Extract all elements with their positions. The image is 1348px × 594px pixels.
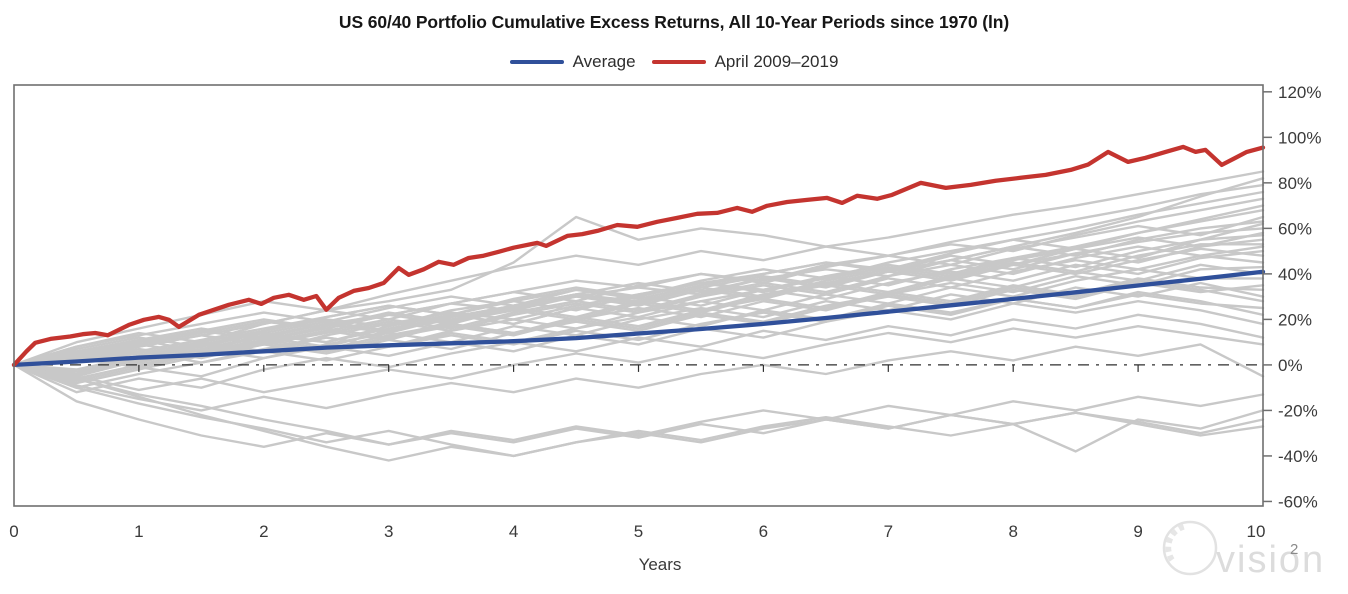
background-period-line [12,363,1265,462]
x-tick-label: 8 [1008,522,1017,541]
background-period-line [12,183,1265,367]
x-tick-label: 6 [759,522,768,541]
y-tick-label: 20% [1278,310,1312,329]
y-tick-label: -60% [1278,492,1318,511]
background-period-line [12,363,1265,453]
y-tick-label: -20% [1278,401,1318,420]
background-period-line [12,227,1265,367]
x-tick-label: 5 [634,522,643,541]
page-title: US 60/40 Portfolio Cumulative Excess Ret… [338,12,1010,32]
plot-border [13,84,1264,507]
x-tick-label: 2 [259,522,268,541]
background-period-line [12,215,1265,367]
x-tick-label: 1 [134,522,143,541]
background-period-line [12,268,1265,367]
y-tick-label: -40% [1278,447,1318,466]
footnote-marker: 2 [1290,541,1298,558]
legend-item-average: Average [509,52,636,72]
background-period-line [12,343,1265,412]
highlight-line [11,144,1266,368]
legend: Average April 2009–2019 [0,52,1348,72]
y-tick-label: 0% [1278,356,1303,375]
vision-watermark: vision 2 [1162,520,1325,581]
y-tick-label: 100% [1278,128,1321,147]
legend-item-highlight: April 2009–2019 [651,52,839,72]
average-line [11,269,1266,368]
background-period-line [12,363,1265,448]
average-line-swatch [509,59,564,65]
x-tick-label: 3 [384,522,393,541]
x-tick-label: 4 [509,522,518,541]
background-period-line [12,313,1265,394]
legend-label-highlight: April 2009–2019 [714,52,839,71]
background-period-line [12,277,1265,369]
x-tick-label: 7 [884,522,893,541]
y-tick-label: 60% [1278,219,1312,238]
x-axis-title: Years [639,555,682,574]
x-tick-label: 0 [9,522,18,541]
background-period-line [12,222,1265,373]
background-period-line [12,247,1265,367]
background-period-line [12,231,1265,367]
watermark-text: vision [1216,539,1325,581]
y-tick-label: 120% [1278,83,1321,102]
vision-circle-logo-icon [1162,520,1218,576]
vision-logo-hatch-icon [1165,523,1187,562]
plot-area: 120% 100% 80% 60% 40% 20% 0% -20% -40% -60% 0 1 2 3 4 5… [9,83,1321,541]
legend-label-average: Average [572,52,636,71]
x-tick-label: 10 [1247,522,1266,541]
y-tick-label: 40% [1278,265,1312,284]
background-period-line [12,290,1265,367]
background-period-line [12,300,1265,382]
background-period-line [12,325,1265,394]
y-tick-label: 80% [1278,174,1312,193]
x-tick-label: 9 [1133,522,1142,541]
highlight-line-swatch [651,59,706,65]
